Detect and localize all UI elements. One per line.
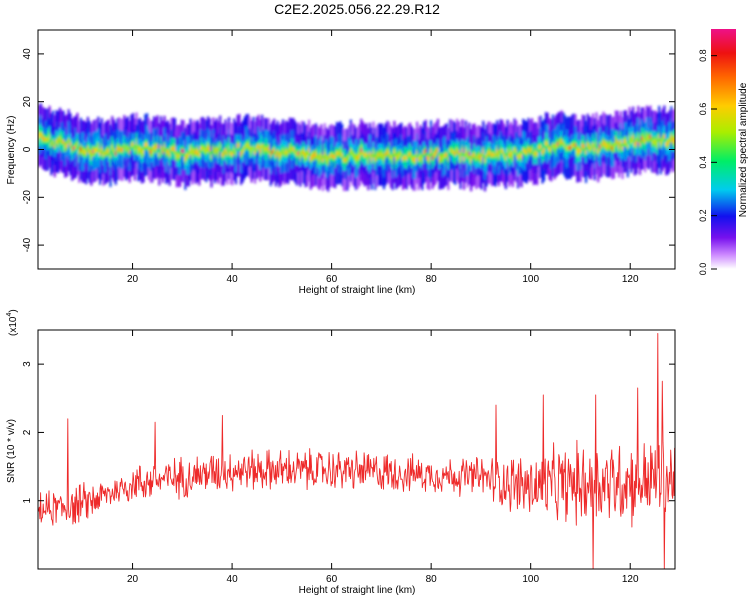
snr-panel: 20 40 60 80 100 120 1 2 3 Height of straight lin… [6, 309, 676, 596]
snr-x-axis-label: Height of straight line (km) [299, 585, 416, 596]
spectrogram-panel: 20 40 60 80 100 120 -40 -20 0 20 40 Height of stra… [6, 29, 676, 296]
snr-y-tick-label: 1 [22, 497, 33, 503]
snr-scale-close: ) [8, 309, 19, 312]
colorbar-tick-label: 0.4 [698, 156, 708, 169]
spectrogram-x-tick-label: 80 [426, 274, 438, 285]
snr-y-tick-label: 2 [22, 429, 33, 435]
spectrogram-x-tick-label: 60 [326, 274, 338, 285]
figure-title: C2E2.2025.056.22.29.R12 [274, 1, 440, 17]
spectrogram-heatmap [38, 103, 675, 192]
snr-series-line [38, 332, 675, 569]
svg-text:(x104): (x104) [6, 309, 19, 336]
spectrogram-x-tick-label: 120 [622, 274, 639, 285]
colorbar: 0.0 0.2 0.4 0.6 0.8 Normalized spectral ampl… [698, 29, 749, 275]
spectrogram-y-tick-label: -40 [22, 237, 33, 252]
spectrogram-x-axis-label: Height of straight line (km) [299, 285, 416, 296]
snr-plot-frame [37, 329, 676, 570]
snr-ticks: 20 40 60 80 100 120 1 2 3 [22, 330, 675, 585]
colorbar-tick-label: 0.8 [698, 49, 708, 62]
snr-y-tick-label: 3 [22, 361, 33, 367]
spectrogram-ticks: 20 40 60 80 100 120 -40 -20 0 20 40 [22, 30, 675, 285]
spectrogram-ridge [38, 103, 675, 192]
colorbar-ticks: 0.0 0.2 0.4 0.6 0.8 [698, 49, 717, 275]
colorbar-tick-label: 0.2 [698, 209, 708, 222]
snr-x-tick-label: 60 [326, 574, 338, 585]
snr-scale-multiplier: (x104) [6, 309, 19, 336]
colorbar-label: Normalized spectral amplitude [738, 82, 749, 217]
spectrogram-y-tick-label: 0 [22, 146, 33, 152]
spectrogram-y-tick-label: -20 [22, 190, 33, 205]
snr-scale-exponent: 4 [6, 313, 13, 317]
snr-scale-base: (x10 [8, 316, 19, 336]
snr-x-tick-label: 20 [127, 574, 139, 585]
snr-x-tick-label: 80 [426, 574, 438, 585]
spectrogram-y-tick-label: 40 [22, 48, 33, 60]
snr-x-tick-label: 120 [622, 574, 639, 585]
spectrogram-x-tick-label: 100 [522, 274, 539, 285]
snr-x-tick-label: 40 [227, 574, 239, 585]
spectrogram-y-axis-label: Frequency (Hz) [6, 116, 17, 185]
spectrogram-y-tick-label: 20 [22, 96, 33, 108]
spectrogram-x-tick-label: 40 [227, 274, 239, 285]
colorbar-tick-label: 0.6 [698, 103, 708, 116]
snr-x-tick-label: 100 [522, 574, 539, 585]
colorbar-gradient [711, 29, 736, 269]
snr-y-axis-label: SNR (10 * v/v) [6, 419, 17, 483]
spectrogram-x-tick-label: 20 [127, 274, 139, 285]
colorbar-tick-label: 0.0 [698, 263, 708, 276]
